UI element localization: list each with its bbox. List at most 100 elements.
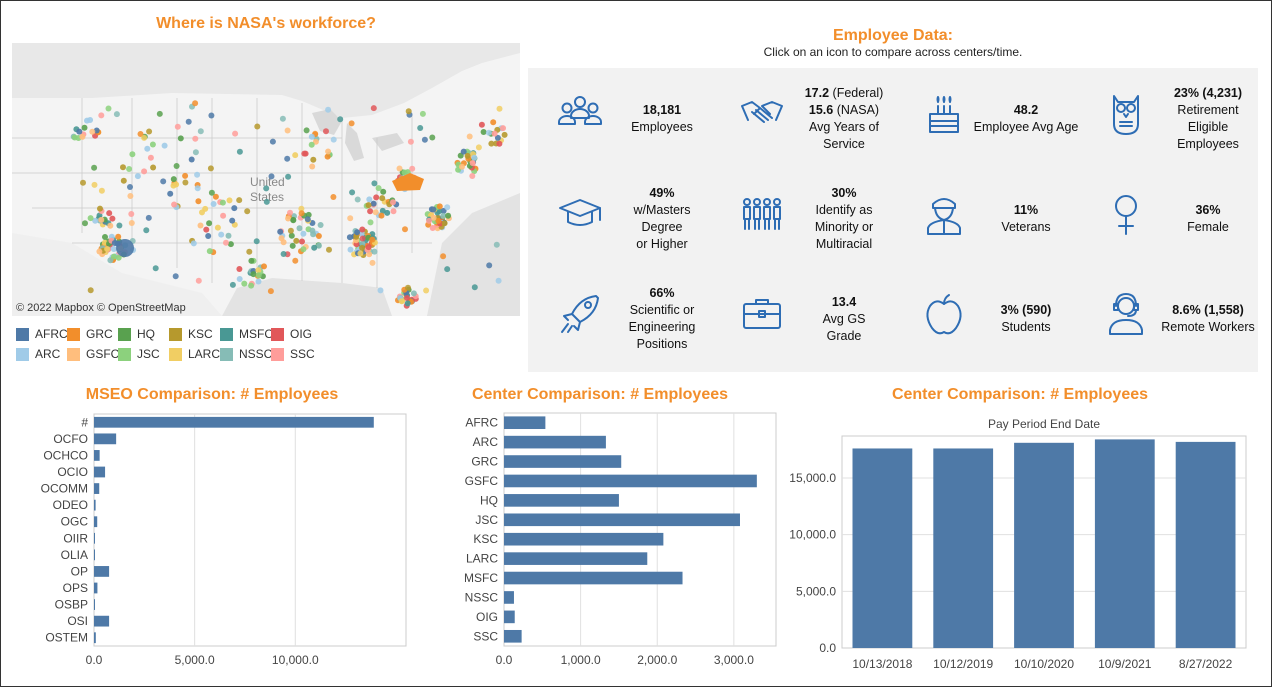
map-site-dot[interactable]: [315, 242, 322, 249]
map-site-dot[interactable]: [326, 246, 332, 253]
map-site-dot[interactable]: [96, 248, 103, 255]
map-site-dot[interactable]: [405, 284, 411, 291]
legend-item-gsfc[interactable]: GSFC: [67, 347, 119, 361]
map-site-dot[interactable]: [337, 116, 344, 123]
map-site-dot[interactable]: [227, 241, 234, 248]
map-site-dot[interactable]: [371, 180, 378, 187]
map-site-dot[interactable]: [495, 277, 502, 284]
map-site-dot[interactable]: [147, 154, 154, 161]
apple-icon[interactable]: [920, 290, 968, 338]
people-group-icon[interactable]: [556, 90, 604, 138]
map-site-dot[interactable]: [429, 225, 436, 231]
bar-jsc[interactable]: [504, 513, 740, 527]
map-site-dot[interactable]: [377, 287, 384, 294]
employee-tile-10[interactable]: 13.4 Avg GS Grade: [710, 268, 892, 368]
map-site-dot[interactable]: [478, 121, 485, 128]
map-site-dot[interactable]: [279, 115, 286, 122]
map-site-dot[interactable]: [496, 140, 503, 147]
workforce-map[interactable]: United States © 2022 Mapbox © OpenStreet…: [12, 43, 520, 316]
map-site-dot[interactable]: [405, 108, 412, 115]
map-site-dot[interactable]: [325, 106, 332, 113]
map-site-dot[interactable]: [357, 250, 364, 257]
map-site-dot[interactable]: [292, 257, 299, 264]
bar-ostem[interactable]: [94, 632, 96, 644]
map-site-dot[interactable]: [110, 246, 117, 252]
map-site-dot[interactable]: [263, 185, 270, 192]
legend-item-msfc[interactable]: MSFC: [220, 327, 273, 341]
map-site-dot[interactable]: [185, 118, 192, 125]
map-site-dot[interactable]: [89, 128, 96, 135]
map-site-dot[interactable]: [396, 165, 403, 172]
map-site-dot[interactable]: [440, 212, 447, 219]
map-site-dot[interactable]: [308, 141, 315, 148]
map-site-dot[interactable]: [359, 244, 366, 251]
map-site-dot[interactable]: [284, 155, 291, 162]
map-site-dot[interactable]: [246, 248, 253, 255]
map-site-dot[interactable]: [430, 206, 437, 213]
map-site-dot[interactable]: [284, 127, 291, 134]
handshake-icon[interactable]: [738, 90, 786, 138]
map-site-dot[interactable]: [379, 195, 386, 202]
map-site-dot[interactable]: [263, 198, 270, 205]
map-site-dot[interactable]: [380, 188, 387, 195]
map-site-dot[interactable]: [500, 125, 506, 132]
map-site-dot[interactable]: [197, 128, 204, 135]
map-site-dot[interactable]: [182, 179, 189, 186]
employee-tile-4[interactable]: 23% (4,231) Retirement Eligible Employees: [1074, 68, 1256, 168]
employee-tile-6[interactable]: 30% Identify as Minority or Multiracial: [710, 168, 892, 268]
map-site-dot[interactable]: [212, 193, 219, 200]
bar-period-2[interactable]: [933, 448, 994, 648]
map-site-dot[interactable]: [268, 173, 275, 180]
map-site-dot[interactable]: [323, 128, 329, 135]
legend-item-afrc[interactable]: AFRC: [16, 327, 68, 341]
map-site-dot[interactable]: [315, 233, 322, 239]
map-site-dot[interactable]: [128, 220, 135, 226]
map-site-dot[interactable]: [269, 138, 276, 145]
map-site-dot[interactable]: [161, 142, 168, 149]
employee-tile-9[interactable]: 66% Scientific or Engineering Positions: [528, 268, 710, 368]
map-site-dot[interactable]: [298, 205, 305, 212]
map-site-dot[interactable]: [229, 217, 236, 224]
map-site-dot[interactable]: [471, 284, 478, 291]
rocket-icon[interactable]: [556, 290, 604, 338]
map-site-dot[interactable]: [87, 287, 94, 294]
map-site-dot[interactable]: [219, 199, 226, 206]
map-site-dot[interactable]: [475, 144, 482, 151]
employee-tile-12[interactable]: 8.6% (1,558) Remote Workers: [1074, 268, 1256, 368]
map-site-dot[interactable]: [87, 215, 94, 222]
map-site-dot[interactable]: [97, 205, 103, 212]
employee-tile-7[interactable]: 11% Veterans: [892, 168, 1074, 268]
employee-tile-2[interactable]: 17.2 (Federal) 15.6 (NASA) Avg Years of Se…: [710, 68, 892, 168]
map-site-dot[interactable]: [98, 216, 105, 223]
map-site-dot[interactable]: [79, 133, 86, 140]
map-site-dot[interactable]: [113, 111, 120, 118]
map-site-dot[interactable]: [236, 266, 243, 272]
map-site-dot[interactable]: [460, 148, 467, 155]
map-site-dot[interactable]: [206, 220, 213, 227]
map-site-dot[interactable]: [367, 219, 374, 226]
map-site-dot[interactable]: [149, 141, 156, 148]
map-site-dot[interactable]: [324, 153, 331, 160]
bar-nssc[interactable]: [504, 591, 514, 604]
map-site-dot[interactable]: [429, 134, 436, 141]
map-site-dot[interactable]: [190, 240, 197, 247]
map-site-dot[interactable]: [464, 152, 471, 159]
map-site-dot[interactable]: [419, 110, 426, 117]
birthday-cake-icon[interactable]: [920, 90, 968, 138]
map-location-dots[interactable]: [70, 100, 508, 309]
map-site-dot[interactable]: [459, 163, 465, 170]
bar-oiir[interactable]: [94, 532, 95, 544]
map-site-dot[interactable]: [203, 226, 210, 233]
map-site-dot[interactable]: [317, 222, 324, 228]
map-site-dot[interactable]: [248, 257, 255, 264]
map-site-dot[interactable]: [188, 156, 195, 163]
bar-ochco[interactable]: [94, 450, 100, 461]
map-site-dot[interactable]: [485, 129, 492, 136]
map-site-dot[interactable]: [375, 185, 382, 192]
map-site-dot[interactable]: [311, 244, 318, 251]
map-site-dot[interactable]: [409, 165, 416, 172]
map-site-dot[interactable]: [421, 136, 428, 143]
bar-ksc[interactable]: [504, 532, 664, 546]
map-site-dot[interactable]: [430, 214, 437, 221]
map-site-dot[interactable]: [444, 204, 451, 211]
